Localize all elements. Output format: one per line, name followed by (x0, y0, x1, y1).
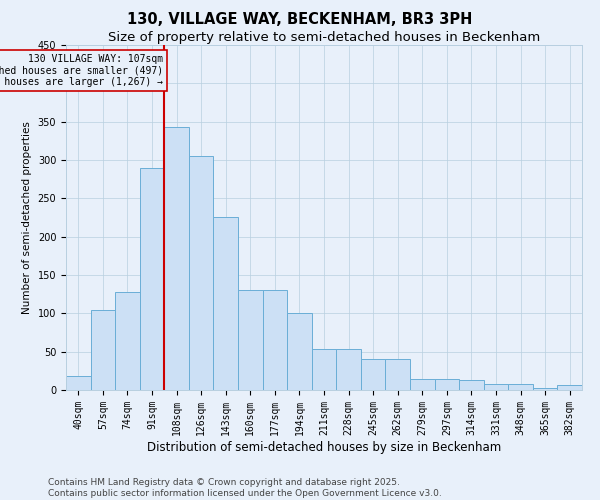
Bar (459, 380, 484, 390)
Bar (115, 292, 140, 390)
Y-axis label: Number of semi-detached properties: Number of semi-detached properties (22, 121, 32, 314)
Bar (238, 290, 263, 390)
Text: 130, VILLAGE WAY, BECKENHAM, BR3 3PH: 130, VILLAGE WAY, BECKENHAM, BR3 3PH (127, 12, 473, 28)
Title: Size of property relative to semi-detached houses in Beckenham: Size of property relative to semi-detach… (108, 31, 540, 44)
Bar (508, 384, 533, 390)
Bar (336, 350, 361, 390)
Bar (214, 216, 238, 390)
Bar (140, 168, 164, 390)
Bar (263, 290, 287, 390)
Bar (557, 386, 582, 390)
Bar (287, 312, 312, 390)
Text: Contains HM Land Registry data © Crown copyright and database right 2025.
Contai: Contains HM Land Registry data © Crown c… (48, 478, 442, 498)
Bar (312, 350, 336, 390)
Bar (385, 358, 410, 390)
Bar (66, 376, 91, 390)
Text: 130 VILLAGE WAY: 107sqm
← 28% of semi-detached houses are smaller (497)
71% of s: 130 VILLAGE WAY: 107sqm ← 28% of semi-de… (0, 54, 163, 88)
Bar (484, 384, 508, 390)
Bar (434, 378, 459, 390)
Bar (164, 127, 189, 390)
Bar (533, 388, 557, 390)
Bar (361, 358, 385, 390)
Bar (410, 378, 434, 390)
X-axis label: Distribution of semi-detached houses by size in Beckenham: Distribution of semi-detached houses by … (147, 440, 501, 454)
Bar (91, 310, 115, 390)
Bar (189, 156, 214, 390)
